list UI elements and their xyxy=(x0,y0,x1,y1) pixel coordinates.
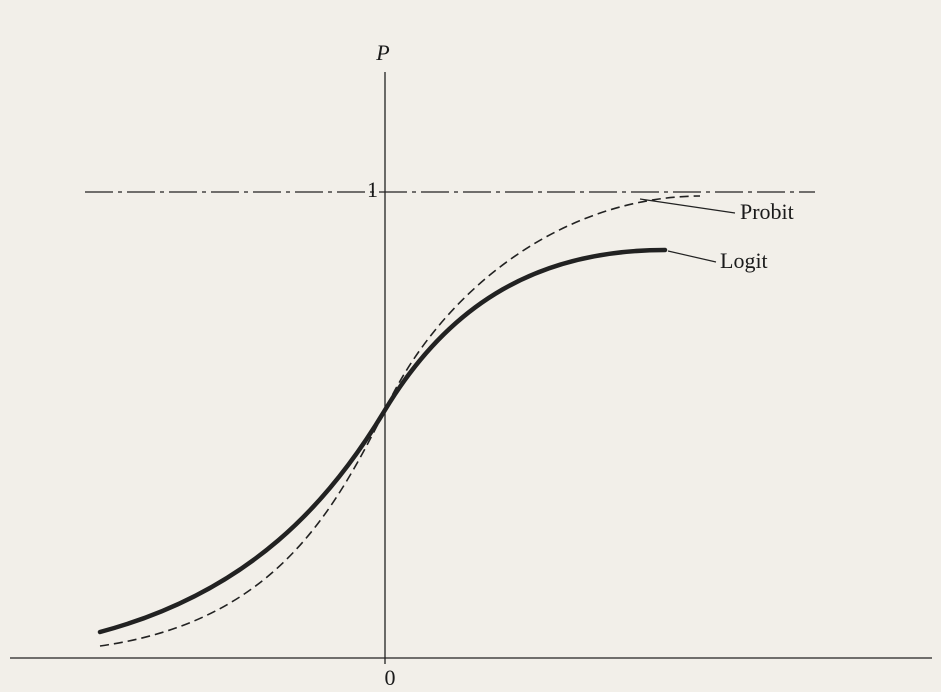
logit-label: Logit xyxy=(720,248,768,273)
probit-label: Probit xyxy=(740,199,794,224)
logit-leader xyxy=(667,250,717,263)
probit-leader xyxy=(639,198,736,214)
y-one-label: 1 xyxy=(367,177,378,202)
logit-curve xyxy=(97,247,668,635)
origin-label: 0 xyxy=(385,665,396,690)
probit-curve xyxy=(99,195,701,647)
y-axis-label: P xyxy=(375,40,389,65)
